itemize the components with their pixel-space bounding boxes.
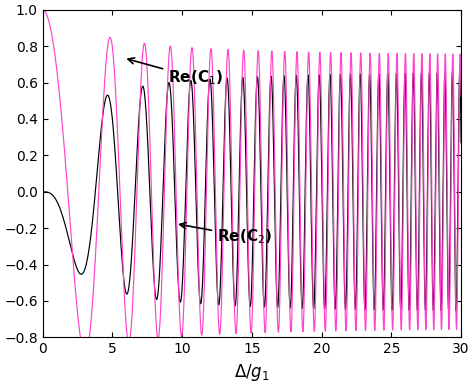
- Text: Re(C$_2$): Re(C$_2$): [180, 223, 272, 246]
- X-axis label: $\Delta/g_1$: $\Delta/g_1$: [234, 362, 270, 383]
- Text: Re(C$_1$): Re(C$_1$): [128, 58, 223, 87]
